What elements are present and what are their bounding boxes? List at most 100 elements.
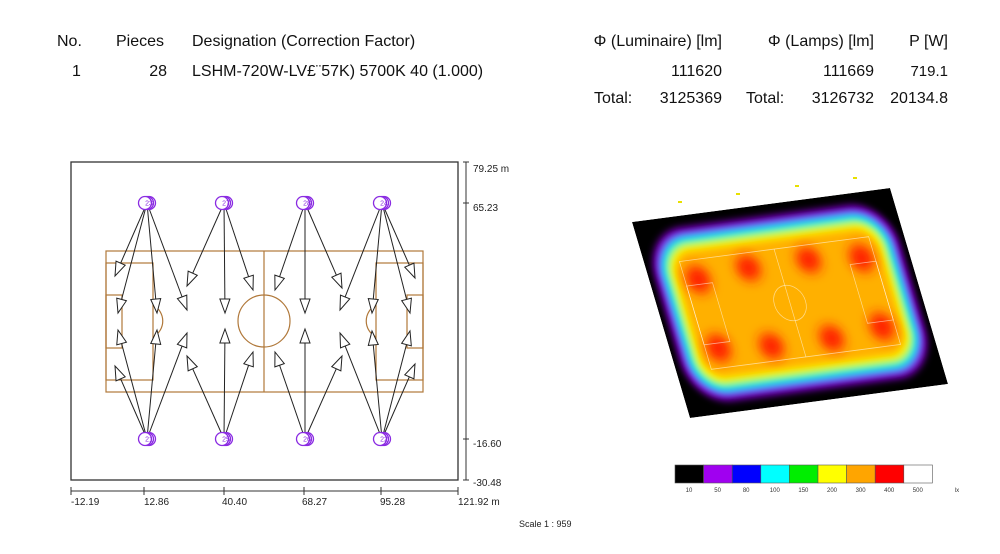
aim-arrowhead <box>219 327 231 344</box>
aim-arrowhead <box>242 350 254 368</box>
color-legend <box>674 464 933 484</box>
total-label-lamps: Total: <box>746 90 785 107</box>
aim-arrowhead <box>330 354 343 372</box>
legend-swatch <box>817 464 847 484</box>
aim-line <box>381 202 410 266</box>
pole-label: 24 <box>380 201 388 208</box>
aim-arrowhead <box>274 350 286 368</box>
isolux-3d-rendering <box>632 188 949 419</box>
aim-arrowhead <box>114 364 127 382</box>
legend-unit: lx <box>954 488 960 494</box>
aim-line <box>279 365 306 440</box>
pole-22[interactable]: 22 <box>372 431 392 447</box>
aim-arrowhead <box>176 294 188 312</box>
y-tick-3: -30.48 <box>473 478 502 489</box>
aim-arrowhead <box>299 298 311 315</box>
aim-arrowhead <box>403 362 416 380</box>
aim-arrowhead <box>274 274 286 292</box>
legend-swatch <box>760 464 790 484</box>
header-phi-luminaire: Φ (Luminaire) [lm] <box>593 33 722 50</box>
aim-line <box>372 202 383 300</box>
header-power: P [W] <box>909 33 948 50</box>
pole-label: 27 <box>222 201 230 208</box>
x-tick-1: 12.86 <box>144 497 170 508</box>
pole-21[interactable]: 21 <box>137 431 157 447</box>
pole-label: 28 <box>303 201 311 208</box>
legend-swatch <box>874 464 905 484</box>
aim-arrowhead <box>242 274 254 292</box>
legend-swatch <box>903 464 933 484</box>
legend-value: 300 <box>855 488 866 494</box>
row-phi-lamps: 111669 <box>822 63 874 80</box>
legend-swatch <box>703 464 733 484</box>
aim-line <box>146 202 183 298</box>
scale-label: Scale 1 : 959 <box>519 519 572 529</box>
aim-line <box>223 342 226 440</box>
row-designation: LSHM-720W-LV£¨57K) 5700K 40 (1.000) <box>192 63 484 80</box>
aim-arrowhead <box>339 331 351 349</box>
aim-arrowhead <box>176 331 188 349</box>
aim-line <box>120 378 148 440</box>
plan-frame <box>70 161 459 481</box>
row-no: 1 <box>72 63 81 80</box>
legend-swatch <box>789 464 819 484</box>
pole-label: 22 <box>380 437 388 444</box>
pole-27[interactable]: 27 <box>214 195 234 211</box>
legend-value: 200 <box>826 488 837 494</box>
pole-24[interactable]: 24 <box>372 195 392 211</box>
aim-line <box>279 202 306 277</box>
x-tick-5: 121.92 m <box>458 497 500 508</box>
x-tick-4: 95.28 <box>380 497 406 508</box>
aim-line <box>223 202 226 300</box>
pole-label: 23 <box>145 201 153 208</box>
row-phi-luminaire: 111620 <box>670 63 722 80</box>
aim-line <box>381 344 407 440</box>
row-pieces: 28 <box>149 63 167 80</box>
header-phi-lamps: Φ (Lamps) [lm] <box>767 33 874 50</box>
legend-swatch <box>674 464 704 484</box>
aim-arrowhead <box>367 298 379 315</box>
legend-swatch <box>731 464 762 484</box>
aim-arrowhead <box>299 327 311 344</box>
pole-26[interactable]: 26 <box>295 431 315 447</box>
aim-arrowhead <box>403 262 416 280</box>
total-power: 20134.8 <box>890 90 948 107</box>
aim-arrowhead <box>116 297 128 315</box>
x-tick-0: -12.19 <box>71 497 100 508</box>
pole-23[interactable]: 23 <box>137 195 157 211</box>
aim-line <box>304 202 337 276</box>
aim-arrowhead <box>219 298 231 315</box>
aim-line <box>344 345 383 440</box>
header-pieces: Pieces <box>116 33 165 50</box>
x-axis <box>70 487 459 495</box>
aim-line <box>381 202 408 300</box>
pole-label: 21 <box>145 437 153 444</box>
poles: 23 27 28 24 21 25 26 22 <box>137 195 392 447</box>
pole-25[interactable]: 25 <box>214 431 234 447</box>
aim-arrowhead <box>339 294 351 312</box>
total-lamps: 3126732 <box>811 90 874 107</box>
row-power: 719.1 <box>910 63 948 80</box>
aim-line <box>146 202 157 300</box>
aim-line <box>192 368 225 440</box>
aim-line <box>372 344 383 440</box>
y-axis <box>463 161 469 481</box>
aim-arrowhead <box>150 298 162 315</box>
pole-28[interactable]: 28 <box>295 195 315 211</box>
aim-line <box>381 376 410 440</box>
hot-spots <box>685 244 895 362</box>
legend-value: 80 <box>742 488 750 494</box>
pole-label: 26 <box>303 437 311 444</box>
total-label-luminaire: Total: <box>594 90 633 107</box>
aim-arrowhead <box>149 328 162 345</box>
aim-arrowhead <box>114 260 127 278</box>
aim-line <box>344 202 383 298</box>
y-tick-1: 65.23 <box>473 203 499 214</box>
aim-arrowhead <box>186 354 199 372</box>
aiming-arrows <box>114 202 416 440</box>
aim-arrowhead <box>186 270 199 288</box>
aim-line <box>120 202 148 264</box>
aim-arrowhead <box>367 329 380 346</box>
